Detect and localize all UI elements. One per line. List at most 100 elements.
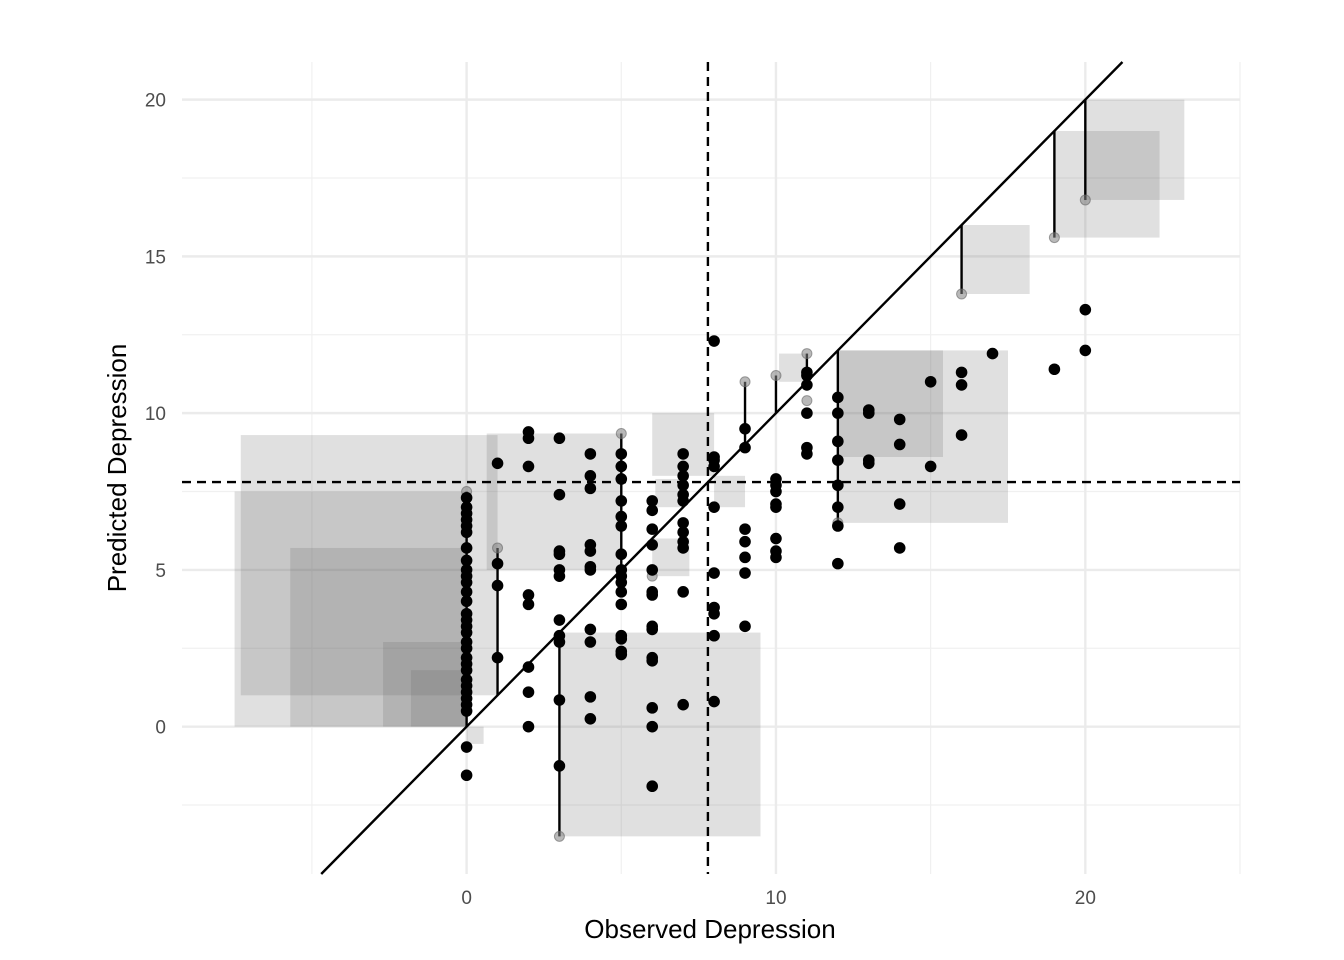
error-square — [961, 225, 1030, 294]
data-point — [832, 407, 844, 419]
error-square — [410, 670, 467, 727]
data-point — [615, 495, 628, 507]
data-point — [677, 470, 689, 482]
data-point — [677, 495, 689, 507]
data-point — [801, 379, 813, 391]
data-point — [832, 557, 844, 570]
data-point — [677, 448, 689, 460]
data-point — [646, 564, 659, 576]
y-tick-label: 20 — [145, 91, 166, 112]
data-point — [460, 769, 473, 782]
data-point — [1048, 363, 1061, 376]
x-tick-label: 20 — [1075, 888, 1096, 909]
data-point — [584, 691, 597, 703]
data-point — [522, 589, 535, 601]
data-point — [646, 539, 659, 551]
data-point — [615, 586, 628, 598]
data-point — [677, 460, 689, 473]
data-point — [460, 491, 473, 504]
data-point — [739, 535, 751, 548]
data-point — [615, 510, 628, 523]
x-axis-title: Observed Depression — [584, 914, 835, 944]
data-point — [862, 407, 875, 419]
data-point — [460, 705, 473, 717]
data-point — [615, 520, 628, 532]
data-point — [553, 570, 566, 582]
data-point — [491, 651, 504, 664]
data-point — [615, 473, 628, 485]
data-point — [739, 423, 751, 435]
data-point — [646, 780, 659, 793]
data-point — [708, 567, 720, 579]
data-point — [646, 504, 659, 517]
data-point — [739, 441, 751, 454]
data-point — [491, 579, 504, 592]
data-point — [677, 517, 689, 529]
data-point — [522, 432, 535, 445]
reference-lines — [182, 61, 1240, 875]
data-point — [460, 554, 473, 567]
error-square — [559, 632, 761, 837]
data-point — [708, 695, 720, 708]
data-point — [584, 545, 597, 557]
data-point — [677, 542, 689, 554]
data-point — [615, 598, 628, 611]
data-point — [615, 648, 628, 661]
data-point — [491, 457, 504, 470]
data-point — [460, 542, 473, 554]
highlight-point — [1048, 232, 1060, 244]
data-point — [615, 460, 628, 473]
y-tick-label: 0 — [155, 718, 166, 739]
highlight-point — [553, 830, 565, 842]
data-point — [522, 661, 535, 673]
x-tick-label: 0 — [461, 888, 472, 909]
data-point — [801, 369, 813, 382]
data-point — [893, 413, 906, 426]
data-point — [832, 454, 844, 466]
data-point — [739, 551, 751, 564]
data-point — [584, 564, 597, 576]
data-points — [460, 303, 1092, 793]
data-point — [893, 438, 906, 451]
data-point — [1079, 344, 1092, 357]
data-point — [615, 576, 628, 589]
data-point — [677, 698, 689, 711]
data-point — [584, 623, 597, 636]
minor-gridlines — [182, 62, 1241, 874]
data-point — [553, 432, 566, 445]
data-point — [955, 366, 968, 379]
y-tick-labels: 0 5 10 15 20 — [145, 91, 166, 739]
data-point — [460, 741, 473, 753]
data-point — [522, 598, 535, 611]
data-point — [460, 642, 473, 655]
data-point — [522, 460, 535, 473]
highlight-point — [801, 395, 813, 407]
data-point — [739, 567, 751, 579]
data-point — [584, 470, 597, 482]
squared-error-squares — [234, 99, 1185, 837]
y-tick-label: 10 — [145, 404, 166, 425]
data-point — [708, 335, 720, 347]
data-point — [770, 501, 782, 513]
y-tick-label: 5 — [155, 561, 166, 582]
data-point — [491, 557, 504, 570]
data-point — [615, 633, 628, 645]
data-point — [832, 479, 844, 492]
highlight-point — [739, 376, 751, 388]
error-square — [1085, 99, 1185, 200]
error-square — [383, 642, 467, 727]
data-point — [646, 523, 659, 535]
highlight-point — [801, 348, 813, 360]
x-tick-labels: 0 10 20 — [461, 888, 1096, 909]
data-point — [553, 548, 566, 561]
data-point — [553, 488, 566, 501]
x-tick-label: 10 — [765, 888, 786, 909]
data-point — [584, 448, 597, 460]
data-point — [862, 457, 875, 470]
data-point — [553, 636, 566, 648]
data-point — [460, 586, 473, 598]
data-point — [460, 526, 473, 539]
error-square — [714, 475, 746, 508]
data-point — [615, 448, 628, 460]
error-square — [290, 547, 467, 727]
